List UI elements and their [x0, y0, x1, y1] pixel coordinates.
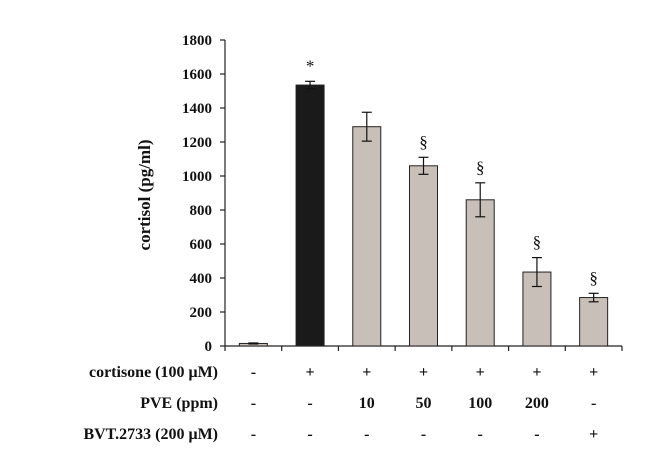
bar [579, 297, 609, 347]
condition-value: 10 [359, 395, 375, 412]
condition-label: cortisone (100 μM) [89, 364, 218, 381]
y-tick-label: 1800 [182, 33, 212, 49]
condition-value: + [306, 364, 315, 381]
condition-value: + [362, 364, 371, 381]
condition-value: - [591, 395, 596, 412]
condition-label: BVT.2733 (200 μM) [83, 426, 218, 443]
significance-marker: * [306, 56, 315, 75]
condition-value: - [251, 426, 256, 443]
y-axis-label: cortisol (pg/ml) [135, 140, 154, 251]
condition-value: + [532, 364, 541, 381]
condition-value: - [421, 426, 426, 443]
condition-value: - [307, 395, 312, 412]
condition-value: 100 [468, 395, 492, 412]
bar [465, 199, 495, 347]
y-tick-label: 1000 [182, 169, 212, 185]
condition-value: - [251, 364, 256, 381]
condition-value: + [589, 426, 598, 443]
condition-value: + [476, 364, 485, 381]
condition-value: + [589, 364, 598, 381]
y-tick-label: 600 [190, 237, 213, 253]
significance-marker: § [533, 233, 542, 252]
y-tick-label: 200 [190, 305, 213, 321]
y-tick-label: 1200 [182, 135, 212, 151]
condition-value: - [478, 426, 483, 443]
y-tick-label: 400 [190, 271, 213, 287]
y-axis: 0 200 400 600 800 1000 1200 1400 1600 1800 [182, 33, 623, 355]
y-tick-label: 1400 [182, 101, 212, 117]
significance-marker: § [589, 268, 598, 287]
condition-value: - [307, 426, 312, 443]
condition-value: 200 [525, 395, 549, 412]
bars: * § § § § [238, 56, 609, 347]
bar [409, 165, 438, 347]
bar [352, 126, 382, 347]
bar [295, 84, 325, 347]
condition-value: + [419, 364, 428, 381]
condition-label: PVE (ppm) [140, 395, 218, 412]
condition-value: - [251, 395, 256, 412]
condition-table: cortisone (100 μM) - + + + + + + PVE (ppm) - - 10 50… [83, 364, 598, 443]
y-tick-label: 0 [205, 339, 213, 355]
condition-value: - [534, 426, 539, 443]
significance-marker: § [476, 158, 485, 177]
y-tick-label: 800 [190, 203, 213, 219]
significance-marker: § [419, 132, 428, 151]
y-tick-label: 1600 [182, 67, 212, 83]
condition-value: 50 [416, 395, 432, 412]
condition-value: - [364, 426, 369, 443]
